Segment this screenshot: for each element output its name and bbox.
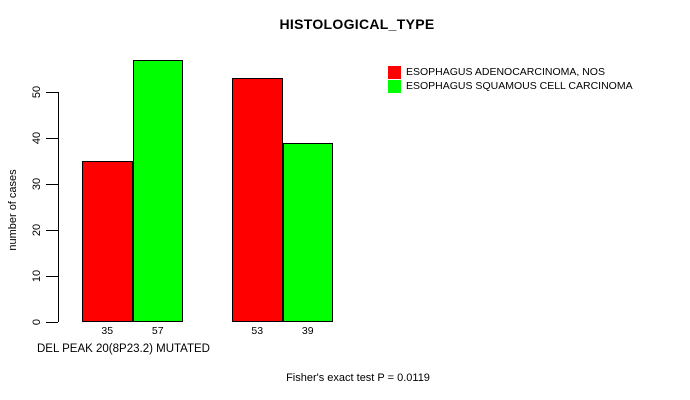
y-tick-mark (46, 137, 58, 139)
y-tick-label: 50 (31, 85, 43, 99)
legend: ESOPHAGUS ADENOCARCINOMA, NOS ESOPHAGUS … (388, 65, 633, 93)
y-axis-line (58, 92, 59, 322)
y-tick-mark (46, 229, 58, 231)
legend-swatch-green-icon (388, 79, 401, 93)
bar-value-label: 35 (101, 325, 114, 337)
legend-entry-adenocarcinoma: ESOPHAGUS ADENOCARCINOMA, NOS (388, 65, 633, 79)
y-tick-mark (46, 321, 58, 323)
y-tick-label: 0 (31, 318, 43, 326)
bar (82, 161, 133, 322)
bar-value-label: 53 (251, 325, 264, 337)
legend-label-adenocarcinoma: ESOPHAGUS ADENOCARCINOMA, NOS (406, 66, 605, 78)
y-tick-label: 40 (31, 131, 43, 145)
bar (132, 59, 183, 322)
bar-value-label: 39 (301, 325, 314, 337)
y-tick-mark (46, 91, 58, 93)
y-tick-mark (46, 183, 58, 185)
legend-swatch-red-icon (388, 65, 401, 79)
legend-label-squamous: ESOPHAGUS SQUAMOUS CELL CARCINOMA (406, 80, 633, 92)
y-tick-mark (46, 275, 58, 277)
x-axis-label: DEL PEAK 20(8P23.2) MUTATED (37, 343, 210, 355)
bar-value-label: 57 (151, 325, 164, 337)
chart-title: HISTOLOGICAL_TYPE (279, 16, 435, 32)
legend-entry-squamous: ESOPHAGUS SQUAMOUS CELL CARCINOMA (388, 79, 633, 93)
bar (282, 142, 333, 322)
y-axis-label: number of cases (7, 169, 19, 251)
bar (232, 78, 283, 322)
y-tick-label: 30 (31, 177, 43, 191)
fisher-test-annotation: Fisher's exact test P = 0.0119 (286, 372, 430, 384)
y-tick-label: 20 (31, 223, 43, 237)
y-tick-label: 10 (31, 269, 43, 283)
